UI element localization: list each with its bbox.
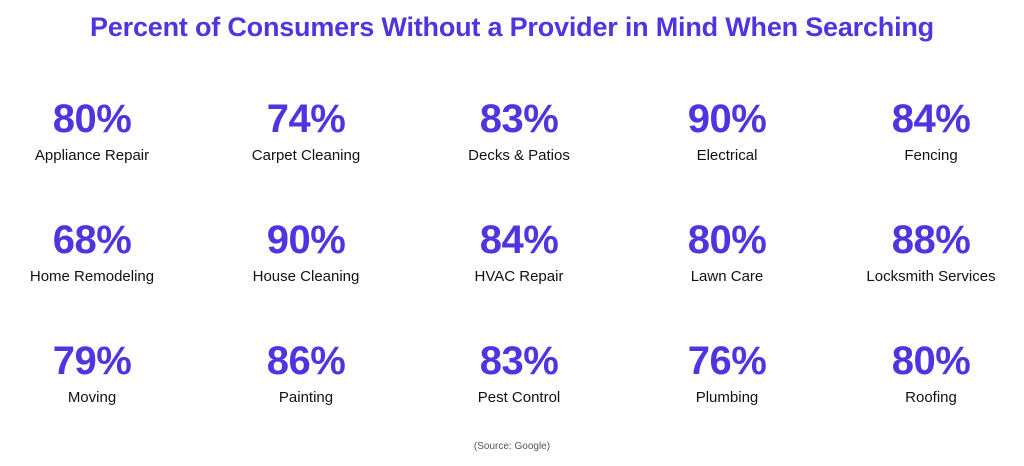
stat-value: 84% bbox=[479, 218, 559, 262]
stat-cell: 76% Plumbing bbox=[627, 338, 827, 407]
stat-cell: 83% Pest Control bbox=[419, 338, 619, 407]
stat-value: 74% bbox=[266, 97, 346, 141]
stat-cell: 80% Appliance Repair bbox=[0, 96, 192, 165]
stat-value: 80% bbox=[52, 97, 132, 141]
stat-label: Appliance Repair bbox=[34, 147, 150, 164]
stat-label: Pest Control bbox=[477, 389, 561, 406]
chart-title: Percent of Consumers Without a Provider … bbox=[90, 12, 934, 42]
stat-value: 83% bbox=[479, 339, 559, 383]
stat-cell: 88% Locksmith Services bbox=[831, 217, 1024, 286]
stat-value: 88% bbox=[891, 218, 971, 262]
stat-value: 90% bbox=[266, 218, 346, 262]
stat-value: 86% bbox=[266, 339, 346, 383]
stat-label: Moving bbox=[67, 389, 117, 406]
stat-value: 80% bbox=[891, 339, 971, 383]
stat-cell: 84% HVAC Repair bbox=[419, 217, 619, 286]
stat-label: Lawn Care bbox=[690, 268, 764, 285]
stat-label: Locksmith Services bbox=[866, 268, 996, 285]
stat-label: Fencing bbox=[904, 147, 958, 164]
stat-cell: 79% Moving bbox=[0, 338, 192, 407]
stat-cell: 74% Carpet Cleaning bbox=[206, 96, 406, 165]
stat-cell: 68% Home Remodeling bbox=[0, 217, 192, 286]
stat-label: Plumbing bbox=[695, 389, 759, 406]
stat-label: Electrical bbox=[696, 147, 758, 164]
stat-cell: 80% Lawn Care bbox=[627, 217, 827, 286]
stat-value: 68% bbox=[52, 218, 132, 262]
stat-cell: 84% Fencing bbox=[831, 96, 1024, 165]
stat-cell: 90% Electrical bbox=[627, 96, 827, 165]
stat-label: Roofing bbox=[905, 389, 957, 406]
stat-cell: 90% House Cleaning bbox=[206, 217, 406, 286]
stat-label: Carpet Cleaning bbox=[251, 147, 361, 164]
stat-label: HVAC Repair bbox=[474, 268, 564, 285]
stat-label: House Cleaning bbox=[252, 268, 360, 285]
source-note: (Source: Google) bbox=[473, 441, 551, 452]
stat-value: 76% bbox=[687, 339, 767, 383]
stat-label: Home Remodeling bbox=[29, 268, 155, 285]
stat-label: Painting bbox=[278, 389, 334, 406]
stat-value: 84% bbox=[891, 97, 971, 141]
stat-cell: 83% Decks & Patios bbox=[419, 96, 619, 165]
stat-value: 79% bbox=[52, 339, 132, 383]
stat-cell: 80% Roofing bbox=[831, 338, 1024, 407]
stat-cell: 86% Painting bbox=[206, 338, 406, 407]
stat-value: 80% bbox=[687, 218, 767, 262]
stat-value: 90% bbox=[687, 97, 767, 141]
stat-value: 83% bbox=[479, 97, 559, 141]
stat-label: Decks & Patios bbox=[468, 147, 570, 164]
